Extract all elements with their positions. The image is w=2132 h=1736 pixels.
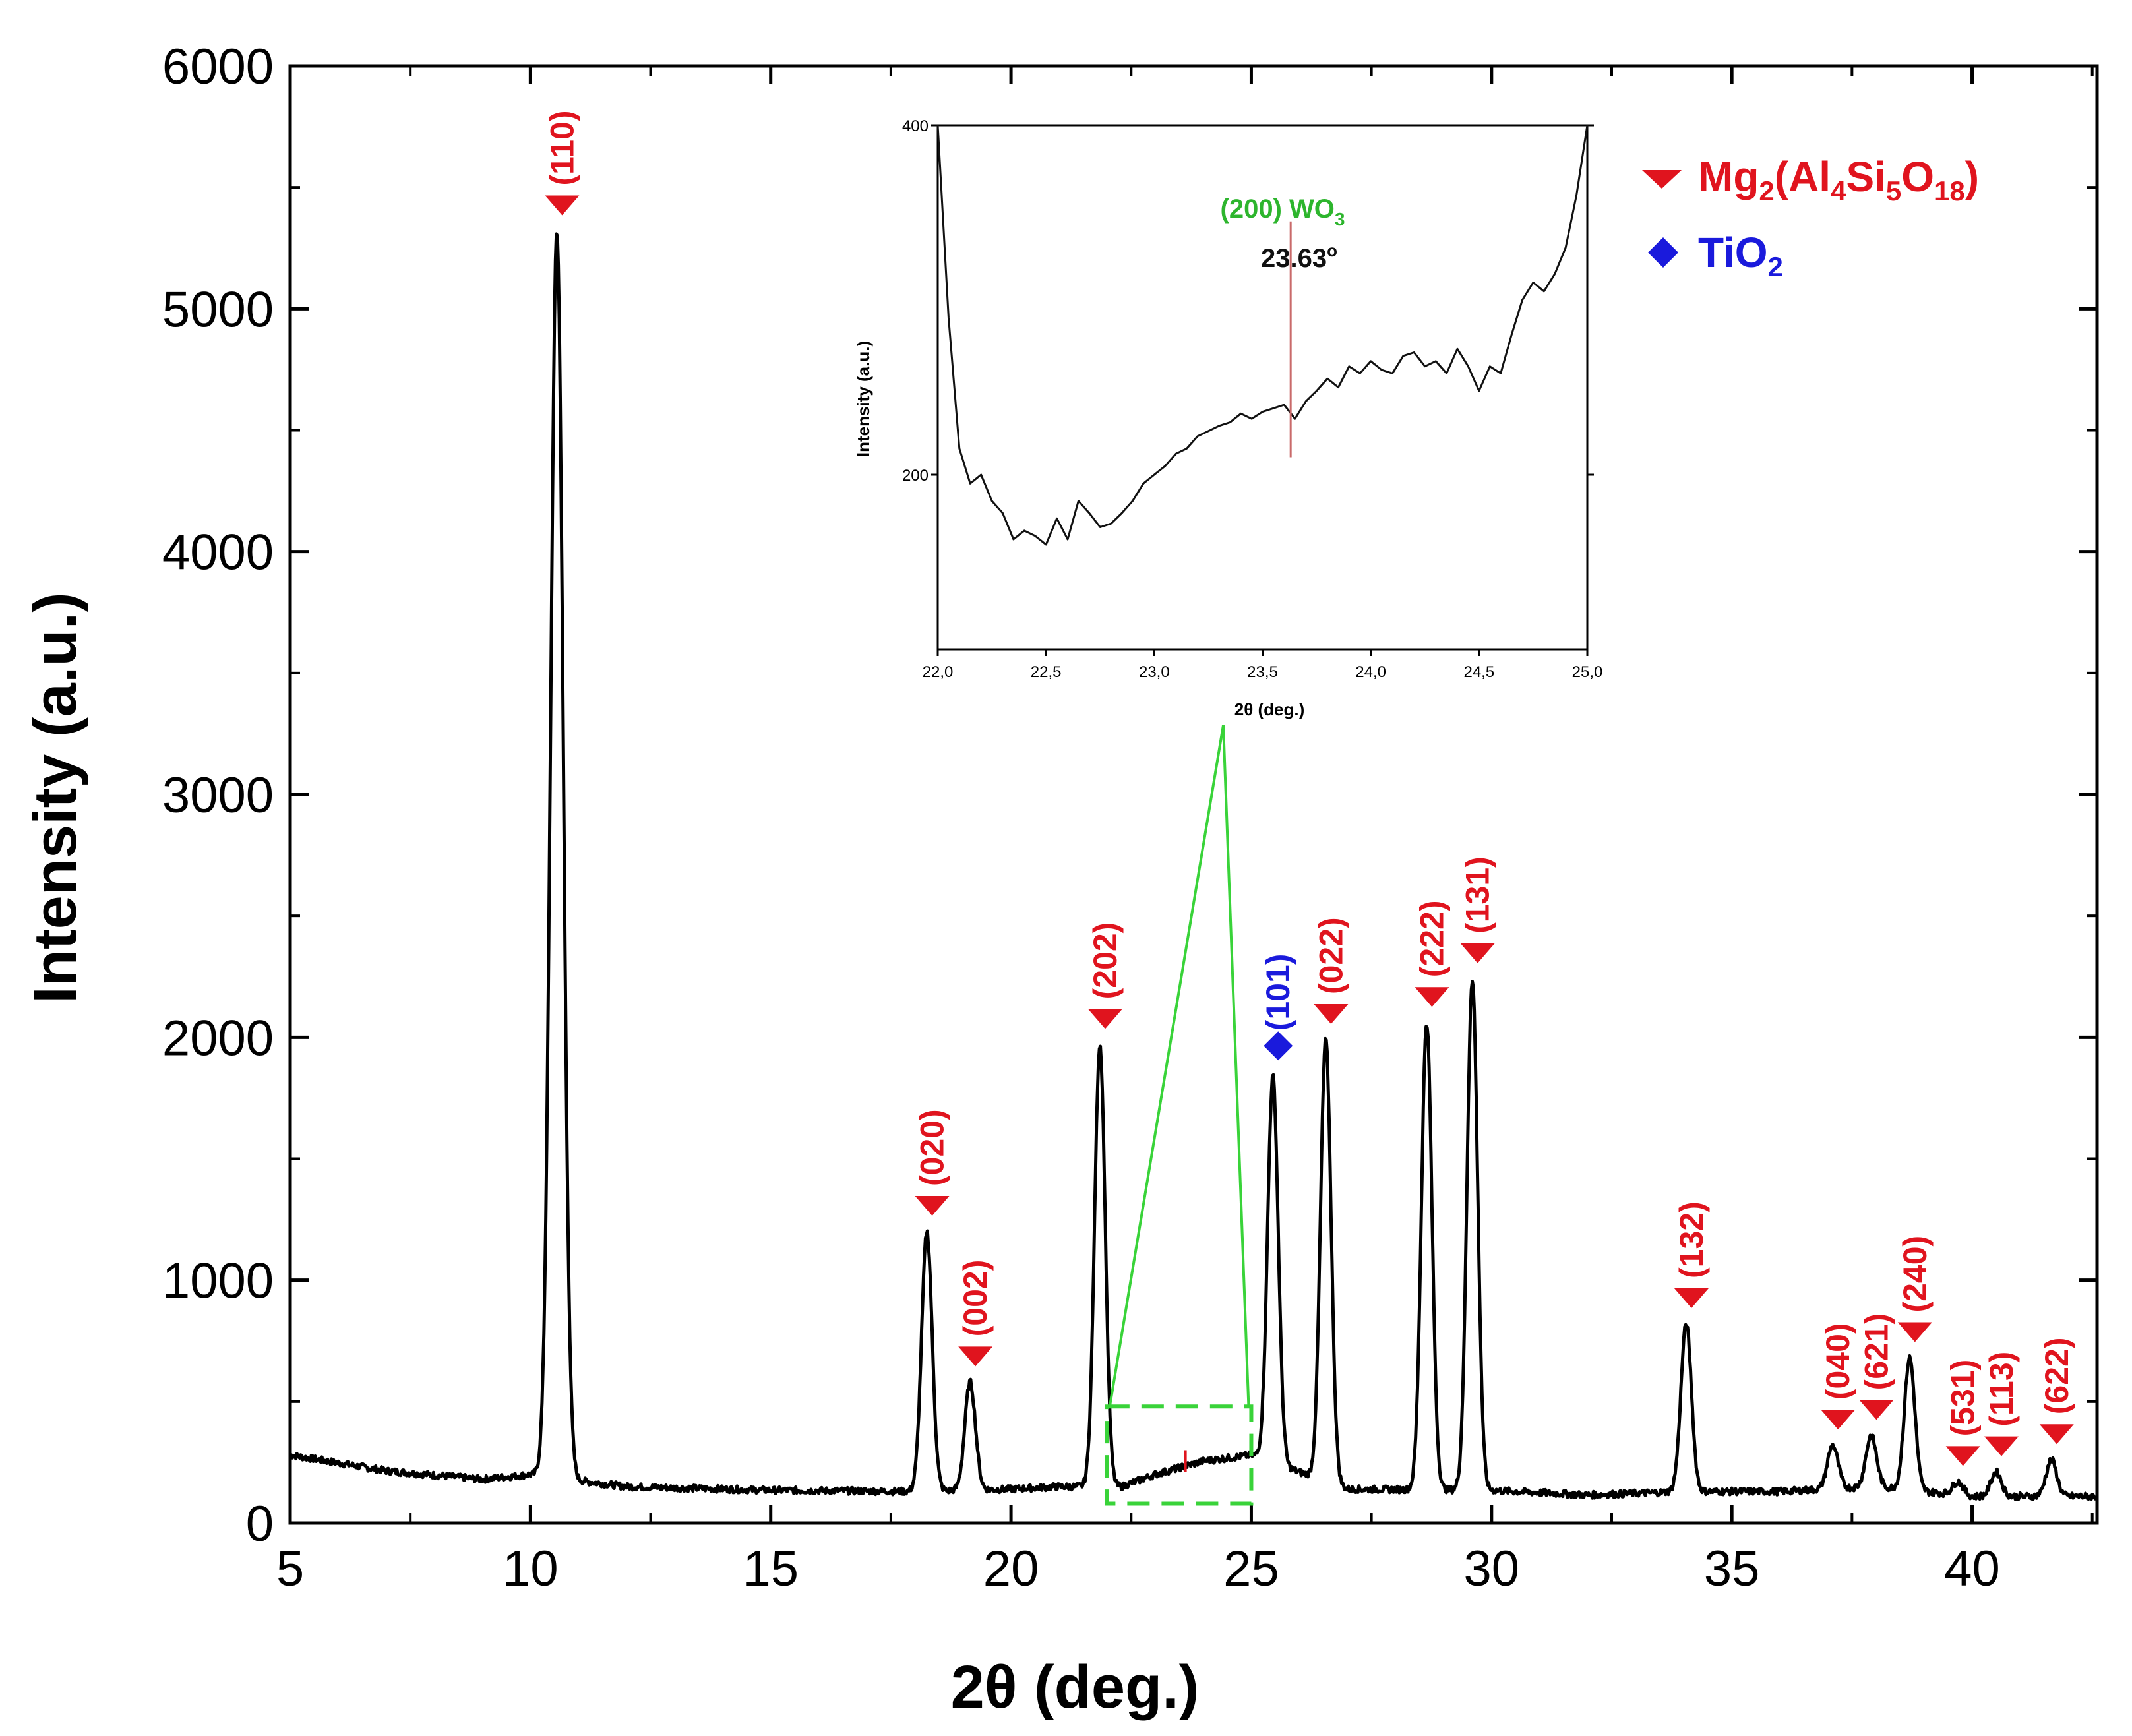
inset-y-tick-label: 400 bbox=[902, 117, 929, 135]
inset-x-tick-label: 23,5 bbox=[1247, 663, 1278, 681]
inset-x-tick-label: 22,0 bbox=[923, 663, 954, 681]
mg-peak-marker bbox=[915, 1196, 950, 1216]
inset-x-tick-label: 25,0 bbox=[1572, 663, 1603, 681]
inset-x-axis-title: 2θ (deg.) bbox=[1234, 700, 1305, 719]
zoom-connector-left bbox=[1108, 725, 1225, 1407]
inset-frame bbox=[936, 124, 1589, 651]
y-axis-title: Intensity (a.u.) bbox=[22, 592, 89, 1003]
x-tick-label: 10 bbox=[503, 1541, 559, 1597]
legend-mg-marker bbox=[1642, 170, 1682, 189]
mg-peak-marker bbox=[2039, 1424, 2074, 1445]
mg-peak-marker bbox=[1945, 1446, 1980, 1466]
peak-annotations: (110) (020) (002) (202) (101) (022) (222)(131)… bbox=[543, 110, 2075, 1466]
x-tick-label: 40 bbox=[1944, 1541, 2000, 1597]
mg-peak-marker bbox=[545, 195, 580, 216]
mg-peak-marker bbox=[1859, 1400, 1894, 1420]
inset-y-axis-title: Intensity (a.u.) bbox=[853, 341, 873, 457]
mg-peak-marker bbox=[1460, 943, 1495, 963]
mg-peak-marker bbox=[1984, 1436, 2019, 1456]
inset-x-tick-label: 24,5 bbox=[1463, 663, 1494, 681]
x-tick-label: 15 bbox=[743, 1541, 799, 1597]
inset-pattern-line bbox=[936, 125, 1589, 546]
peak-hkl-label: (531) bbox=[1945, 1360, 1982, 1437]
inset-y-tick-label: 200 bbox=[902, 467, 929, 485]
plot-area bbox=[289, 232, 2098, 1506]
peak-hkl-label: (110) bbox=[543, 110, 580, 185]
peak-hkl-label: (040) bbox=[1819, 1323, 1856, 1400]
peak-hkl-label: (022) bbox=[1312, 917, 1349, 994]
zoom-region-box bbox=[1105, 1404, 1254, 1506]
inset-x-tick-label: 22,5 bbox=[1031, 663, 1062, 681]
y-tick-label: 5000 bbox=[162, 282, 274, 338]
x-axis-title: 2θ (deg.) bbox=[951, 1654, 1200, 1721]
peak-hkl-label: (622) bbox=[2038, 1337, 2075, 1414]
inset-zoom-chart: 22,0 22,5 23,0 23,5 24,0 24,5 25,0 200 400 (200)… bbox=[853, 117, 1602, 719]
peak-hkl-label: (131) bbox=[1459, 856, 1496, 934]
zoom-connector-right bbox=[1222, 725, 1250, 1407]
mg-peak-marker bbox=[1087, 1009, 1122, 1029]
y-tick-label: 3000 bbox=[162, 767, 274, 823]
tio2-peak-marker bbox=[1264, 1031, 1293, 1061]
peak-hkl-label: (002) bbox=[957, 1260, 994, 1337]
x-tick-label: 5 bbox=[276, 1541, 304, 1597]
mg-peak-marker bbox=[958, 1346, 993, 1367]
x-tick-label: 30 bbox=[1464, 1541, 1520, 1597]
mg-peak-marker bbox=[1314, 1004, 1349, 1025]
peak-hkl-label: (101) bbox=[1260, 954, 1296, 1031]
mg-peak-marker bbox=[1821, 1410, 1856, 1430]
peak-hkl-label: (020) bbox=[914, 1109, 951, 1186]
inset-phase-annotation: (200) WO3 bbox=[1221, 195, 1345, 229]
y-tick-label: 4000 bbox=[162, 525, 274, 581]
peak-hkl-label: (240) bbox=[1897, 1236, 1934, 1313]
mg-peak-marker bbox=[1674, 1288, 1709, 1308]
y-tick-label: 1000 bbox=[162, 1253, 274, 1309]
inset-peak-position: 23.63o bbox=[1261, 241, 1337, 273]
peak-hkl-label: (113) bbox=[1983, 1352, 2020, 1427]
peak-hkl-label: (132) bbox=[1673, 1201, 1710, 1278]
x-tick-label: 20 bbox=[983, 1541, 1039, 1597]
x-tick-label: 35 bbox=[1704, 1541, 1760, 1597]
y-tick-label: 0 bbox=[246, 1496, 274, 1552]
legend-tio2-marker bbox=[1648, 237, 1678, 268]
inset-axes: 22,0 22,5 23,0 23,5 24,0 24,5 25,0 200 400 bbox=[902, 117, 1602, 681]
mg-peak-marker bbox=[1897, 1322, 1932, 1342]
inset-plot-area bbox=[936, 125, 1589, 546]
y-tick-label: 6000 bbox=[162, 39, 274, 95]
mg-peak-marker bbox=[1415, 987, 1449, 1007]
peak-hkl-label: (202) bbox=[1087, 922, 1124, 1000]
x-tick-label: 25 bbox=[1223, 1541, 1279, 1597]
y-tick-label: 2000 bbox=[162, 1010, 274, 1066]
legend: Mg2(Al4Si5O18) TiO2 bbox=[1642, 153, 1979, 282]
legend-mg-label: Mg2(Al4Si5O18) bbox=[1698, 153, 1979, 206]
legend-tio2-label: TiO2 bbox=[1698, 229, 1783, 282]
inset-x-tick-label: 24,0 bbox=[1355, 663, 1386, 681]
xrd-pattern-line bbox=[289, 232, 2098, 1501]
inset-x-tick-label: 23,0 bbox=[1139, 663, 1170, 681]
peak-hkl-label: (222) bbox=[1413, 900, 1450, 977]
peak-hkl-label: (621) bbox=[1858, 1313, 1895, 1391]
